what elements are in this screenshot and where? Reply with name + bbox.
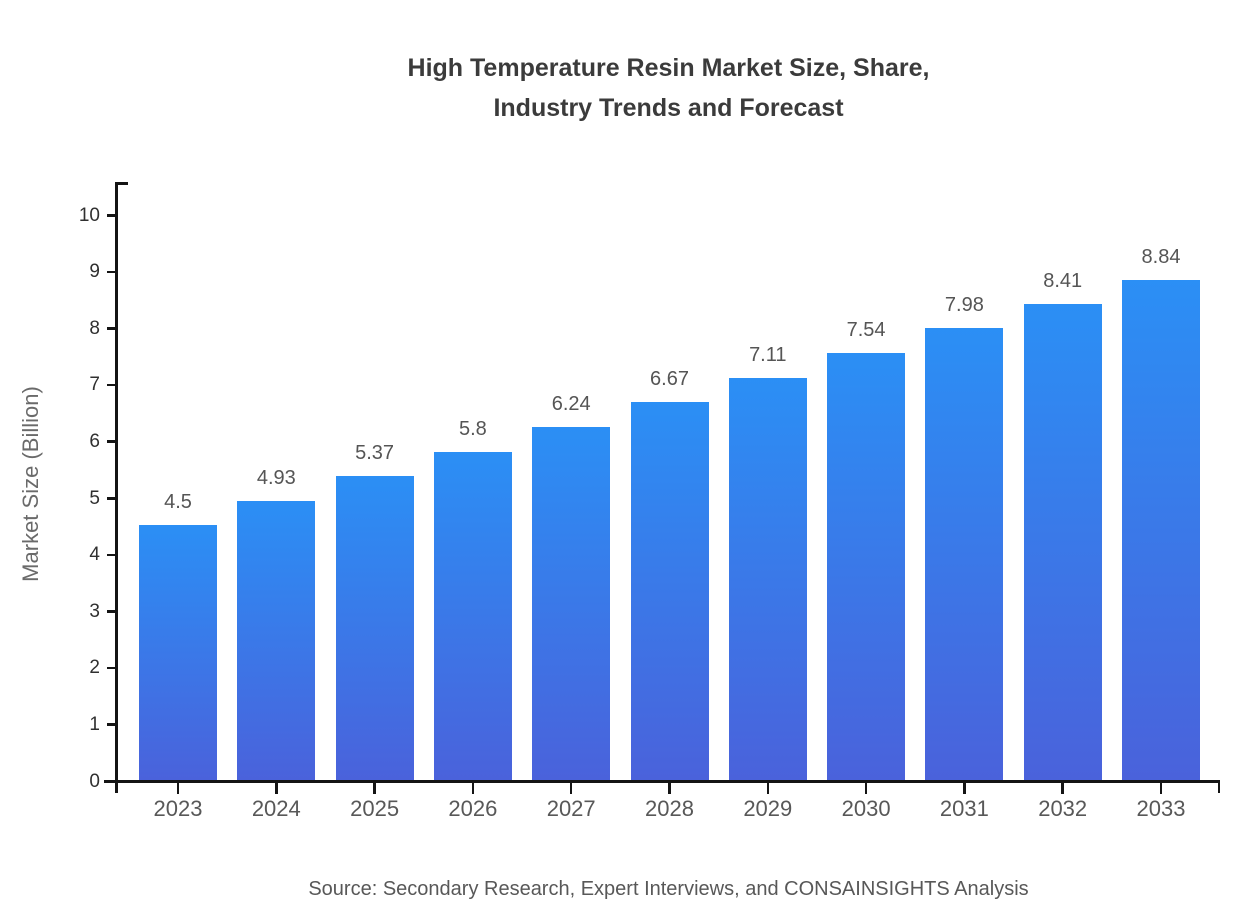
x-tick-mark — [1061, 782, 1064, 794]
y-tick-label: 4 — [89, 544, 100, 566]
bar-value-label: 4.93 — [256, 466, 296, 489]
y-tick-label: 5 — [89, 487, 100, 509]
chart-title-line2: Industry Trends and Forecast — [493, 94, 844, 122]
y-tick-label: 0 — [89, 770, 100, 792]
x-tick-label: 2033 — [1136, 796, 1186, 821]
bar-value-label: 8.84 — [1141, 245, 1181, 268]
bar — [925, 328, 1004, 780]
bar-value-label: 7.54 — [846, 319, 886, 342]
bar — [433, 451, 512, 780]
x-tick-label: 2027 — [546, 796, 596, 821]
x-tick-mark — [373, 782, 376, 794]
bar-value-label: 6.24 — [551, 392, 591, 415]
x-tick-mark — [963, 782, 966, 794]
x-axis-end-cap — [1217, 780, 1220, 793]
x-axis-line — [104, 780, 1220, 783]
x-tick-mark — [1159, 782, 1163, 794]
bar — [728, 377, 807, 780]
y-tick-label: 7 — [89, 374, 100, 396]
x-tick-label: 2024 — [251, 796, 301, 821]
x-tick-mark — [569, 782, 573, 794]
bar-value-label: 5.37 — [355, 442, 395, 465]
y-tick-label: 8 — [89, 317, 100, 339]
y-tick-label: 1 — [89, 713, 100, 735]
y-axis-top-cap — [115, 182, 128, 185]
x-tick-label: 2025 — [350, 796, 400, 821]
bar — [1023, 303, 1102, 780]
bar — [237, 500, 316, 780]
x-tick-mark — [864, 782, 868, 794]
bar-value-label: 7.11 — [749, 343, 787, 366]
y-tick-mark — [107, 666, 116, 670]
y-axis-line — [115, 182, 118, 793]
bar-value-label: 7.98 — [944, 294, 984, 317]
y-tick-mark — [107, 497, 116, 500]
bar-value-label: 4.5 — [164, 491, 192, 514]
bar — [335, 476, 414, 780]
bar — [139, 525, 217, 780]
bar — [630, 402, 709, 780]
x-tick-mark — [275, 782, 278, 794]
bar — [827, 353, 906, 780]
bar-value-label: 5.8 — [458, 417, 487, 440]
x-tick-label: 2032 — [1038, 796, 1088, 821]
x-tick-label: 2030 — [841, 796, 891, 821]
bar — [532, 426, 611, 780]
y-tick-label: 3 — [89, 600, 100, 622]
y-tick-mark — [107, 440, 116, 443]
x-tick-label: 2026 — [448, 796, 498, 821]
y-tick-mark — [107, 214, 116, 217]
y-tick-label: 10 — [78, 204, 100, 226]
bar-value-label: 6.67 — [650, 368, 689, 391]
bar — [1122, 279, 1200, 780]
y-tick-mark — [107, 553, 116, 557]
chart-title-line1: High Temperature Resin Market Size, Shar… — [407, 54, 930, 82]
y-tick-label: 6 — [89, 430, 100, 452]
y-tick-label: 2 — [89, 657, 100, 679]
x-tick-mark — [668, 782, 671, 794]
y-tick-mark — [107, 383, 116, 387]
x-tick-label: 2031 — [939, 796, 989, 821]
x-tick-label: 2029 — [743, 796, 793, 821]
y-tick-mark — [107, 270, 116, 274]
x-tick-mark — [766, 782, 770, 794]
y-tick-label: 9 — [89, 261, 100, 283]
y-tick-mark — [107, 327, 116, 330]
y-tick-mark — [107, 723, 116, 726]
y-tick-mark — [107, 780, 116, 783]
x-tick-label: 2023 — [153, 796, 203, 821]
x-tick-mark — [176, 782, 180, 794]
x-tick-label: 2028 — [645, 796, 694, 821]
bar-value-label: 8.41 — [1043, 269, 1083, 292]
chart-title: High Temperature Resin Market Size, Shar… — [117, 48, 1220, 128]
source-note: Source: Secondary Research, Expert Inter… — [308, 878, 1029, 900]
y-tick-mark — [107, 610, 116, 613]
x-tick-mark — [471, 782, 475, 794]
